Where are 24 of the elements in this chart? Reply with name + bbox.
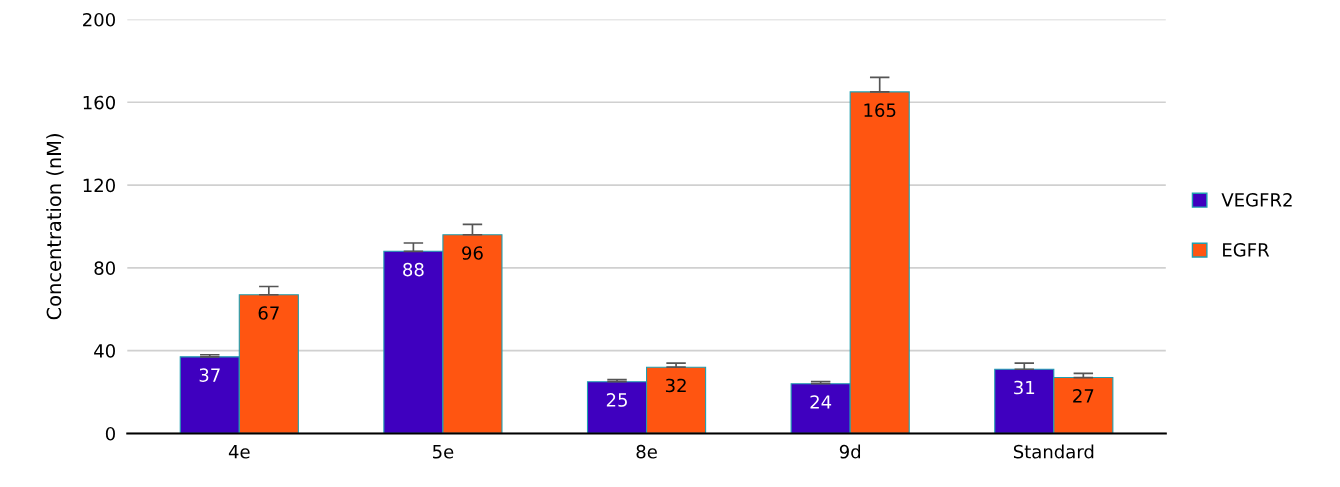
data-label: 25 — [606, 393, 627, 407]
legend-label: VEGFR2 — [1221, 193, 1292, 207]
legend-label: EGFR — [1223, 243, 1270, 257]
y-tick-label: 80 — [94, 261, 115, 275]
data-label: 24 — [810, 395, 832, 409]
y-axis-title: Concentration (nM) — [46, 134, 64, 320]
y-tick-label: 0 — [105, 426, 115, 441]
data-label: 96 — [462, 246, 483, 260]
y-tick-label: 120 — [83, 178, 115, 193]
x-tick-label: Standard — [1013, 444, 1094, 459]
data-label: 67 — [258, 306, 279, 320]
data-label: 37 — [199, 368, 220, 382]
y-tick-label: 160 — [83, 95, 115, 110]
x-tick-label: 4e — [228, 445, 250, 459]
y-tick-label: 40 — [94, 344, 115, 358]
y-tick-label: 200 — [83, 12, 115, 27]
x-tick-label: 9d — [839, 444, 861, 459]
data-label: 88 — [403, 262, 424, 277]
data-label: 31 — [1014, 380, 1035, 395]
data-label: 27 — [1073, 388, 1094, 403]
x-tick-label: 8e — [636, 444, 657, 459]
x-tick-label: 5e — [433, 445, 454, 459]
data-label: 165 — [864, 103, 896, 118]
data-label: 32 — [665, 378, 686, 393]
